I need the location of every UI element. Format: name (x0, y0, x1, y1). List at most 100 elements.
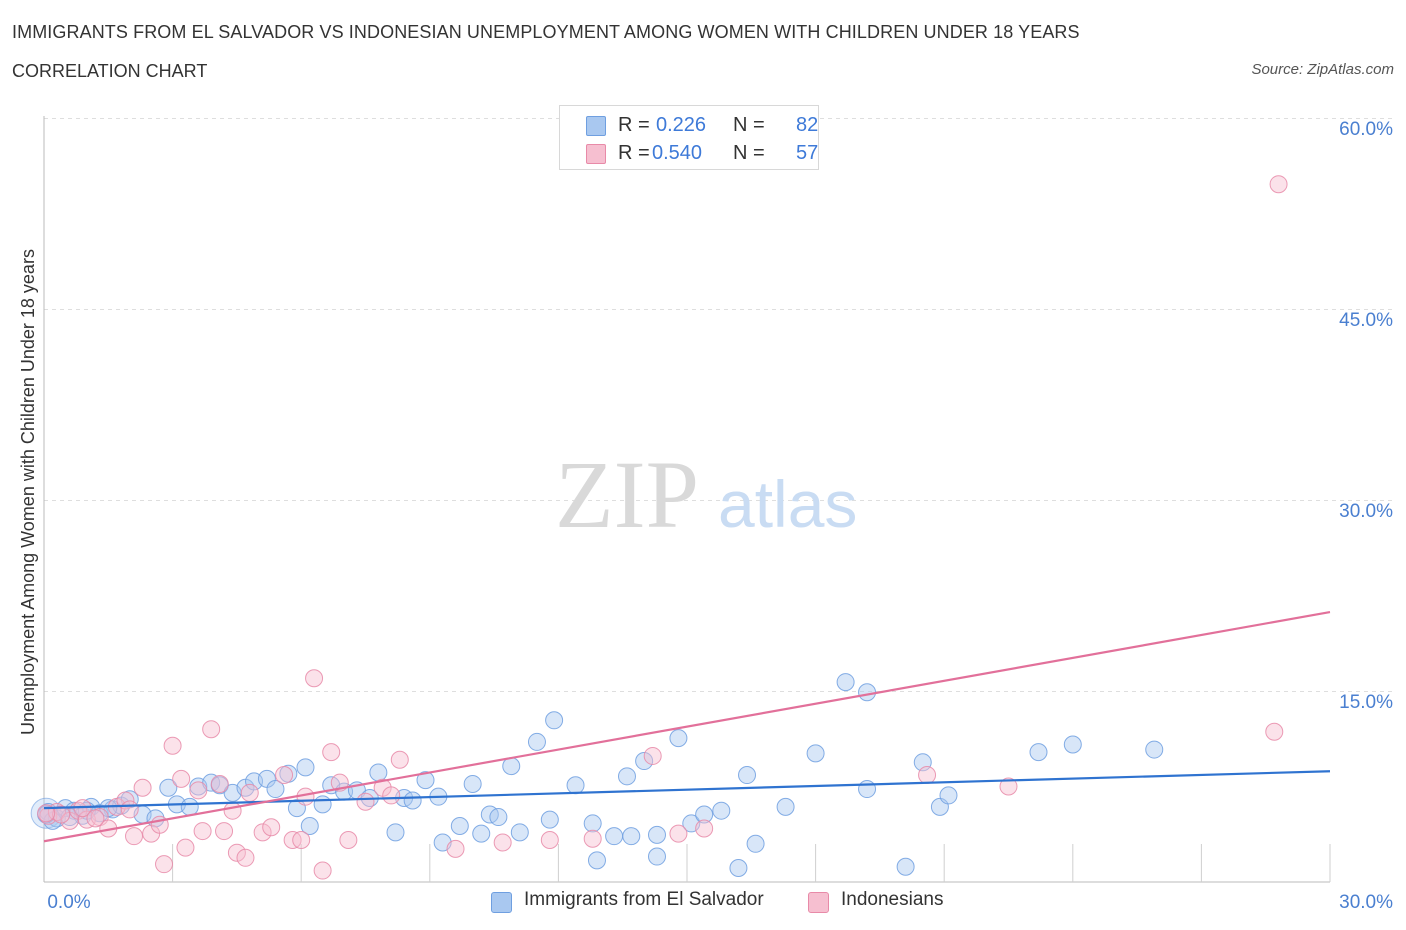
y-tick-labels: 15.0% 30.0% 45.0% 60.0% (1339, 119, 1393, 713)
legend-swatch-el-salvador (491, 892, 512, 913)
data-point-indonesians (163, 736, 182, 755)
trend-line-indonesians (43, 610, 1331, 843)
data-point-indonesians (262, 818, 281, 837)
data-point-el-salvador (416, 771, 435, 790)
watermark-atlas: atlas (718, 467, 857, 541)
data-point-indonesians (313, 861, 332, 880)
data-point-el-salvador (450, 816, 469, 835)
data-point-el-salvador (622, 827, 641, 846)
data-point-indonesians (176, 838, 195, 857)
data-point-el-salvador (647, 847, 666, 866)
data-point-el-salvador (858, 780, 877, 799)
data-point-indonesians (215, 822, 234, 841)
x-tick-labels: 0.0% 30.0% (47, 892, 1393, 913)
data-point-indonesians (120, 800, 139, 819)
data-point-indonesians (292, 830, 311, 849)
data-point-indonesians (86, 809, 105, 828)
data-point-indonesians (583, 829, 602, 848)
data-point-indonesians (918, 766, 937, 785)
data-point-el-salvador (617, 767, 636, 786)
data-point-el-salvador (729, 858, 748, 877)
y-tick-label: 15.0% (1339, 692, 1393, 713)
data-point-el-salvador (712, 801, 731, 820)
watermark-zip: ZIP (555, 441, 699, 548)
data-point-el-salvador (738, 766, 757, 785)
legend-swatch-el-salvador (586, 116, 606, 136)
correlation-legend: R = 0.226 N = 82 R = 0.540 N = 57 (559, 105, 819, 170)
data-point-el-salvador (472, 824, 491, 843)
data-point-indonesians (125, 827, 144, 846)
data-point-el-salvador (939, 786, 958, 805)
data-point-el-salvador (566, 776, 585, 795)
r-value: 0.226 (656, 114, 707, 136)
grid-lines (44, 118, 1395, 692)
data-point-indonesians (223, 801, 242, 820)
data-point-indonesians (52, 805, 71, 824)
data-point-indonesians (240, 783, 259, 802)
legend-label: Indonesians (841, 889, 944, 910)
data-point-indonesians (253, 823, 272, 842)
data-point-el-salvador (386, 823, 405, 842)
data-point-indonesians (1265, 722, 1284, 741)
data-point-el-salvador (463, 774, 482, 793)
data-point-indonesians (446, 839, 465, 858)
source-credit: Source: ZipAtlas.com (1251, 61, 1394, 78)
n-label: N = (733, 114, 765, 136)
x-tick-label: 30.0% (1339, 892, 1393, 913)
data-point-el-salvador (313, 795, 332, 814)
data-point-el-salvador (300, 816, 319, 835)
data-point-indonesians (189, 781, 208, 800)
data-point-indonesians (305, 669, 324, 688)
data-point-el-salvador (1063, 735, 1082, 754)
data-point-el-salvador (605, 827, 624, 846)
legend-label: Immigrants from El Salvador (524, 889, 764, 910)
data-point-el-salvador (369, 763, 388, 782)
data-point-indonesians (669, 824, 688, 843)
data-point-indonesians (643, 746, 662, 765)
n-value: 57 (796, 142, 819, 164)
data-point-el-salvador (587, 851, 606, 870)
data-point-indonesians (227, 843, 246, 862)
chart-subtitle: CORRELATION CHART (12, 61, 208, 81)
data-point-el-salvador (545, 711, 564, 730)
data-point-indonesians (356, 792, 375, 811)
data-point-indonesians (322, 743, 341, 762)
data-point-indonesians (999, 777, 1018, 796)
data-point-indonesians (193, 822, 212, 841)
data-point-el-salvador (776, 797, 795, 816)
data-point-el-salvador (836, 673, 855, 692)
data-point-indonesians (382, 786, 401, 805)
y-tick-label: 30.0% (1339, 501, 1393, 522)
data-point-indonesians (339, 830, 358, 849)
n-value: 82 (796, 114, 819, 136)
data-point-el-salvador (896, 857, 915, 876)
trend-lines (43, 610, 1331, 843)
data-point-indonesians (1269, 175, 1288, 194)
data-point-el-salvador (296, 758, 315, 777)
data-point-el-salvador (1145, 740, 1164, 759)
data-point-el-salvador (583, 814, 602, 833)
data-point-el-salvador (746, 834, 765, 853)
data-point-el-salvador (669, 729, 688, 748)
legend-swatch-indonesians (586, 144, 606, 164)
chart-title: IMMIGRANTS FROM EL SALVADOR VS INDONESIA… (12, 22, 1080, 42)
data-point-indonesians (695, 819, 714, 838)
data-point-indonesians (133, 778, 152, 797)
data-point-el-salvador (266, 780, 285, 799)
data-point-el-salvador (510, 823, 529, 842)
data-point-indonesians (155, 855, 174, 874)
data-point-indonesians (275, 766, 294, 785)
y-tick-label: 45.0% (1339, 310, 1393, 331)
data-point-indonesians (172, 769, 191, 788)
data-point-el-salvador (502, 757, 521, 776)
data-point-el-salvador (489, 808, 508, 827)
r-label: R = (618, 114, 650, 136)
y-axis-label: Unemployment Among Women with Children U… (18, 249, 38, 735)
data-point-indonesians (493, 833, 512, 852)
data-point-el-salvador (180, 797, 199, 816)
data-point-indonesians (390, 750, 409, 769)
data-point-el-salvador (635, 752, 654, 771)
n-label: N = (733, 142, 765, 164)
data-point-el-salvador (1029, 743, 1048, 762)
